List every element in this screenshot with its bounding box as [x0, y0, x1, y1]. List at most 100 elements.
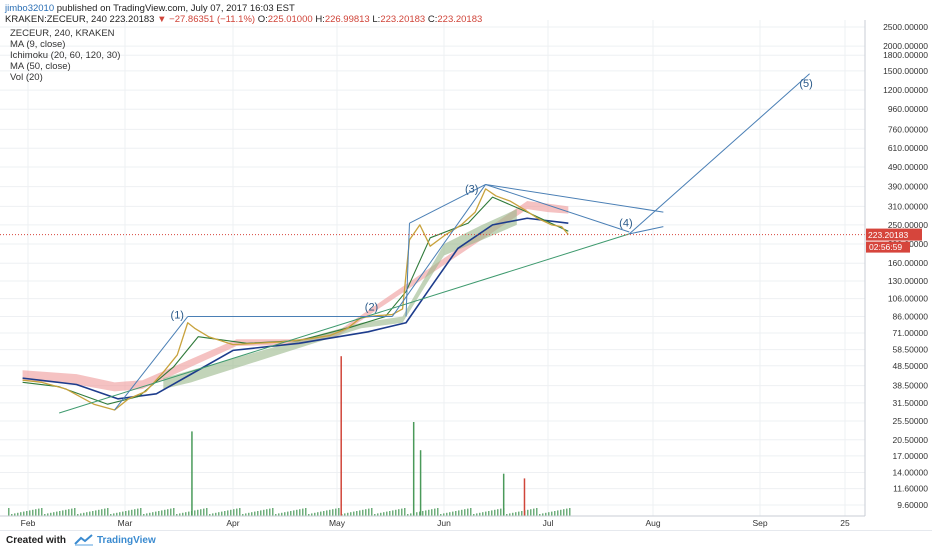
volume-bar	[518, 511, 520, 516]
wave-line[interactable]	[485, 183, 664, 213]
volume-bar	[332, 509, 334, 516]
wave-line[interactable]	[391, 184, 487, 317]
tradingview-brand[interactable]: TradingView	[97, 535, 156, 546]
x-tick-label: 25	[840, 518, 850, 528]
volume-bar	[383, 512, 385, 516]
price-line	[22, 188, 569, 411]
volume-bar	[149, 512, 151, 516]
volume-bar	[560, 509, 562, 516]
x-tick-label: May	[329, 518, 346, 528]
volume-bar	[224, 511, 226, 516]
volume-bar	[380, 512, 382, 516]
volume-bar	[74, 508, 76, 516]
y-tick-label: 11.60000	[893, 484, 928, 494]
x-tick-label: Jun	[437, 518, 451, 528]
volume-bar	[290, 511, 292, 516]
volume-bar	[38, 508, 40, 516]
volume-bar	[68, 509, 70, 516]
volume-bar	[263, 509, 265, 516]
volume-bar	[182, 512, 184, 516]
created-with-label: Created with	[6, 535, 67, 546]
volume-bar	[50, 512, 52, 516]
last-price: 223.20183	[109, 14, 155, 25]
volume-bar	[140, 508, 142, 516]
wave-line[interactable]	[628, 73, 810, 235]
support-trendline[interactable]	[59, 233, 630, 414]
volume-bar	[233, 509, 235, 516]
volume-bar	[161, 510, 163, 516]
volume-bar	[554, 511, 556, 516]
volume-bar	[113, 513, 115, 516]
volume-bar	[104, 508, 106, 516]
volume-bar	[434, 508, 436, 516]
volume-bar	[452, 511, 454, 516]
volume-bar	[497, 509, 499, 516]
volume-bar	[329, 509, 331, 516]
y-tick-label: 48.50000	[893, 361, 929, 371]
volume-bar	[395, 509, 397, 516]
wave-line[interactable]	[409, 184, 486, 224]
y-tick-label: 1500.00000	[883, 66, 928, 76]
current-price-text: 223.20183	[868, 230, 908, 240]
volume-bar	[509, 513, 511, 516]
cloud-bullish	[163, 209, 517, 390]
y-tick-label: 14.00000	[893, 468, 929, 478]
wave-line[interactable]	[485, 183, 630, 233]
y-tick-label: 250.00000	[888, 220, 928, 230]
legend-ichimoku[interactable]: Ichimoku (20, 60, 120, 30)	[10, 50, 121, 61]
volume-bar	[281, 512, 283, 516]
legend-volume[interactable]: Vol (20)	[10, 72, 43, 83]
volume-bar	[134, 509, 136, 516]
volume-bar	[482, 512, 484, 516]
down-arrow-icon: ▼	[157, 14, 167, 25]
volume-bar	[350, 512, 352, 516]
legend-ma50[interactable]: MA (50, close)	[10, 61, 71, 72]
volume-bar	[230, 509, 232, 516]
wave-line[interactable]	[114, 316, 189, 411]
volume-bar	[176, 514, 178, 516]
wave-line[interactable]	[629, 226, 664, 235]
volume-bar	[377, 513, 379, 516]
volume-bar	[458, 510, 460, 516]
volume-bar	[476, 513, 478, 516]
y-tick-label: 58.50000	[893, 345, 929, 355]
footer-bar: Created with TradingView	[0, 530, 932, 551]
legend-ma9[interactable]: MA (9, close)	[10, 39, 66, 50]
y-tick-label: 490.00000	[888, 162, 928, 172]
volume-bar	[335, 508, 337, 516]
author-link[interactable]: jimbo32010	[5, 3, 55, 14]
volume-bar	[323, 511, 325, 516]
volume-bar	[539, 514, 541, 516]
volume-bar	[299, 509, 301, 516]
volume-bar	[146, 513, 148, 516]
volume-bar	[419, 511, 421, 516]
volume-bar	[227, 510, 229, 516]
volume-bar	[83, 512, 85, 516]
volume-bar	[398, 509, 400, 516]
y-tick-label: 1800.00000	[883, 50, 928, 60]
y-tick-label: 106.00000	[888, 294, 928, 304]
y-tick-label: 390.00000	[888, 182, 928, 192]
volume-bar	[353, 511, 355, 516]
y-tick-label: 160.00000	[888, 258, 928, 268]
close-label: C:	[427, 14, 438, 25]
volume-bar	[557, 510, 559, 516]
volume-spike	[412, 422, 415, 516]
volume-bar	[422, 511, 424, 516]
price-change: −27.86351 (−11.1%)	[169, 14, 256, 25]
volume-bar	[545, 512, 547, 516]
x-tick-label: Feb	[21, 518, 36, 528]
high-label: H:	[315, 14, 325, 25]
indicator-legend: ZECEUR, 240, KRAKEN MA (9, close) Ichimo…	[10, 28, 120, 83]
volume-bar	[164, 509, 166, 516]
wave-line[interactable]	[405, 223, 410, 317]
volume-bar	[551, 511, 553, 516]
volume-bar	[293, 510, 295, 516]
volume-bar	[44, 514, 46, 516]
volume-bar	[506, 514, 508, 516]
volume-bar	[302, 508, 304, 516]
volume-bar	[188, 511, 190, 516]
volume-bar	[35, 509, 37, 516]
volume-bar	[128, 510, 130, 516]
